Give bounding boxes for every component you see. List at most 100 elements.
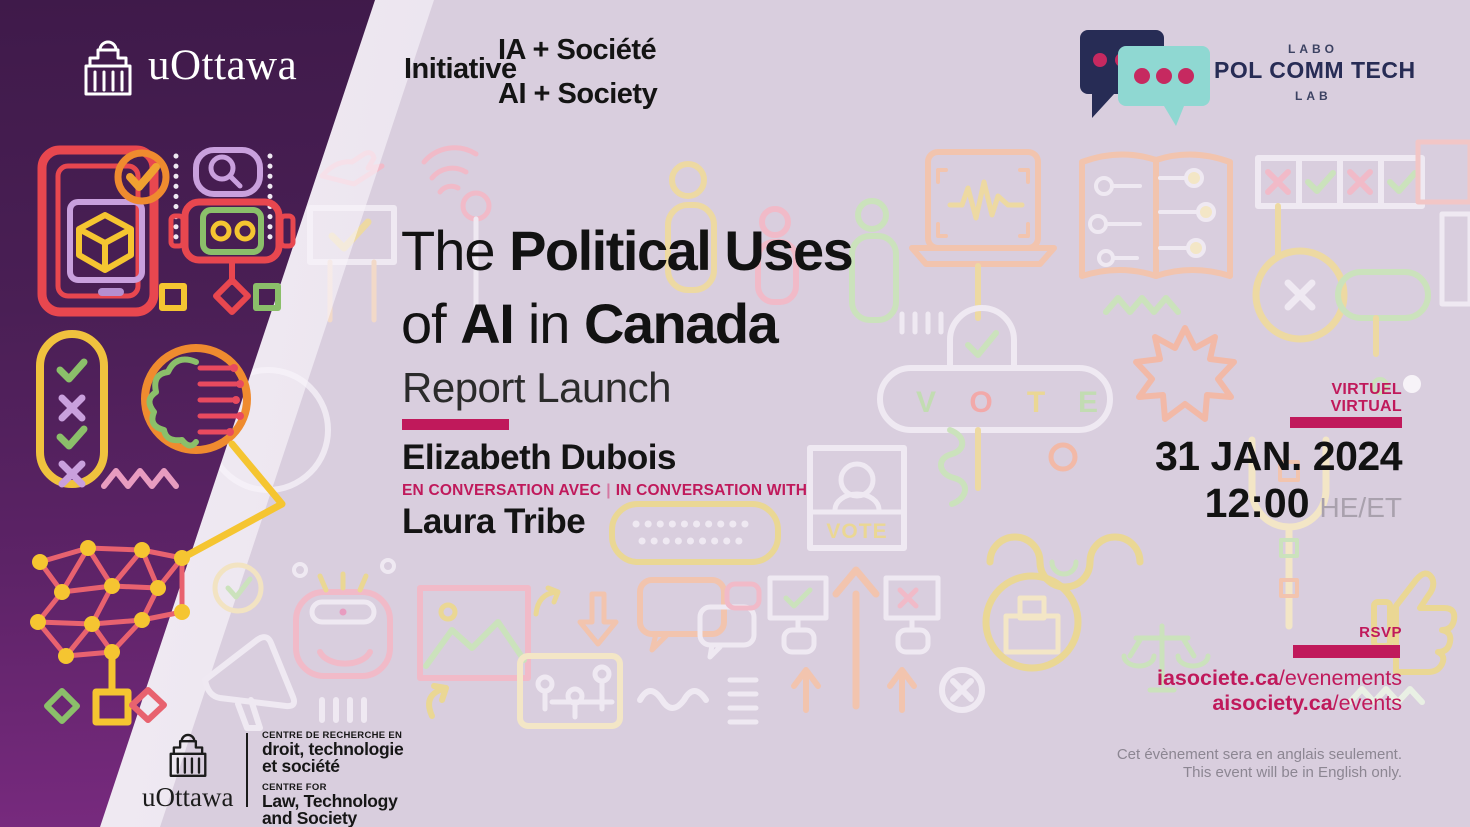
- language-note-fr: Cet évènement sera en anglais seulement.: [1116, 746, 1402, 763]
- vote-pill-letter: O: [969, 386, 992, 419]
- title-segment: in: [513, 292, 584, 355]
- zigzag-doodle: [1347, 686, 1425, 705]
- ring-doodle: [1048, 442, 1078, 472]
- tablet-cube-icon: [37, 145, 159, 317]
- accent-bar: [1293, 645, 1400, 658]
- uottawa-logo: uOttawa: [80, 32, 297, 98]
- rsvp-url-fr: iasociete.ca/evenements: [1157, 666, 1402, 691]
- accent-bar: [1290, 417, 1402, 428]
- dot-doodle: [1371, 377, 1389, 395]
- centre-name-en-1: Law, Technology: [262, 791, 398, 811]
- title-segment: AI: [460, 292, 515, 355]
- maple-leaf-icon: [1133, 325, 1237, 422]
- title-segment: Canada: [583, 292, 779, 355]
- initiative-name-fr: IA + Société: [498, 34, 657, 66]
- down-arrow-doodle: [577, 591, 619, 647]
- zigzag-icon: [101, 468, 179, 489]
- title-segment: Political Uses: [509, 219, 854, 282]
- polcomm-labo-label: LABO: [1288, 42, 1338, 56]
- event-time: 12:00: [1204, 480, 1310, 526]
- approval-check-icon: [114, 149, 170, 205]
- robot-face-icon: [292, 558, 396, 679]
- speech-bubbles-logo-icon: [1080, 30, 1210, 126]
- accent-bar: [402, 419, 509, 430]
- event-mode: VIRTUEL VIRTUAL: [1331, 381, 1402, 415]
- mode-en: VIRTUAL: [1330, 398, 1402, 415]
- vote-pill-icon: V O T E: [877, 305, 1113, 491]
- scales-icon: [1121, 623, 1211, 693]
- wifi-icon: [421, 145, 492, 318]
- uottawa-building-icon: [169, 733, 207, 777]
- circuit-book-icon: [1079, 151, 1233, 279]
- initiative-word: Initiative: [404, 53, 517, 85]
- vote-placard-label: VOTE: [826, 520, 887, 543]
- checkbox-row-icon: [1252, 155, 1431, 357]
- tick-marks-doodle: [899, 311, 944, 335]
- vote-pill-letter: E: [1078, 386, 1098, 419]
- centre-name-fr-2: et société: [262, 756, 340, 776]
- x-circle-doodle: [939, 667, 985, 713]
- vote-pill-letter: T: [1027, 386, 1045, 419]
- title-line-2: of AI in Canada: [401, 287, 852, 360]
- event-date: 31 JAN. 2024: [1154, 433, 1403, 479]
- footer-divider: [246, 733, 248, 807]
- uottawa-wordmark: uOttawa: [148, 41, 298, 89]
- curly-line-doodle: [938, 427, 968, 507]
- polcomm-name: POL COMM TECH: [1214, 57, 1416, 83]
- uottawa-building-icon: [84, 40, 132, 96]
- rsvp-url-en-domain: aisociety.ca: [1212, 691, 1333, 715]
- wave-doodle: [637, 688, 709, 711]
- title-segment: The: [401, 219, 510, 282]
- laptop-waveform-icon: [909, 149, 1057, 321]
- rsvp-url-en: aisociety.ca/events: [1212, 691, 1402, 716]
- event-title: The Political Uses of AI in Canada: [401, 214, 854, 360]
- centre-name-fr-1: droit, technologie: [262, 739, 404, 759]
- megaphone-icon: [202, 634, 298, 731]
- circuit-board-icon: [517, 653, 623, 729]
- tick-marks-doodle: [319, 697, 367, 723]
- event-timezone: HE/ET: [1319, 492, 1402, 523]
- ballot-box-icon: [982, 572, 1082, 672]
- podium-people-icon: [665, 161, 899, 323]
- conversation-en: IN CONVERSATION WITH: [615, 482, 808, 499]
- check-circle-doodle: [212, 562, 264, 614]
- speech-bubble-cluster-icon: [637, 577, 762, 660]
- picture-frame-icon: [417, 585, 531, 681]
- ai-brain-icon: [141, 344, 286, 560]
- polcomm-lab-label: LAB: [1295, 89, 1332, 103]
- title-line-1: The Political Uses: [401, 214, 854, 287]
- curved-arrow-doodle: [533, 585, 561, 617]
- vote-pill-letter: V: [916, 386, 936, 419]
- pipe-doodle: [1248, 436, 1330, 630]
- speaker-name-1: Elizabeth Dubois: [402, 438, 676, 477]
- rsvp-url-en-path: /events: [1332, 691, 1402, 715]
- rsvp-url-fr-domain: iasociete.ca: [1156, 666, 1279, 690]
- title-segment: of: [401, 292, 461, 355]
- list-lines-doodle: [727, 677, 759, 725]
- initiative-name-en: AI + Society: [498, 78, 658, 110]
- frame-doodle: [1439, 211, 1470, 307]
- conversation-fr: EN CONVERSATION AVEC: [402, 482, 602, 499]
- protest-sign-icons: [767, 575, 941, 713]
- frame-doodle: [1415, 139, 1470, 205]
- rsvp-label: RSVP: [1359, 624, 1402, 641]
- search-robot-icon: [159, 147, 296, 315]
- event-subtitle: Report Launch: [402, 364, 672, 411]
- event-time-row: 12:00 HE/ET: [1205, 480, 1402, 527]
- checklist-icon: [36, 330, 108, 488]
- curved-arrow-doodle: [426, 683, 449, 719]
- mode-fr: VIRTUEL: [1331, 381, 1402, 398]
- conversation-tagline: EN CONVERSATION AVEC | IN CONVERSATION WIT…: [402, 482, 807, 500]
- vote-placard-icon: VOTE: [807, 445, 907, 710]
- centre-label-fr: CENTRE DE RECHERCHE EN: [262, 730, 403, 741]
- centre-name-en-2: and Society: [262, 808, 357, 827]
- speaker-name-2: Laura Tribe: [402, 502, 586, 541]
- uottawa-wordmark: uOttawa: [142, 782, 234, 812]
- keyboard-icon: [609, 501, 781, 565]
- conversation-separator: |: [606, 482, 611, 499]
- centre-block: CENTRE DE RECHERCHE EN droit, technologi…: [262, 730, 404, 827]
- dot-doodle: [1403, 375, 1421, 393]
